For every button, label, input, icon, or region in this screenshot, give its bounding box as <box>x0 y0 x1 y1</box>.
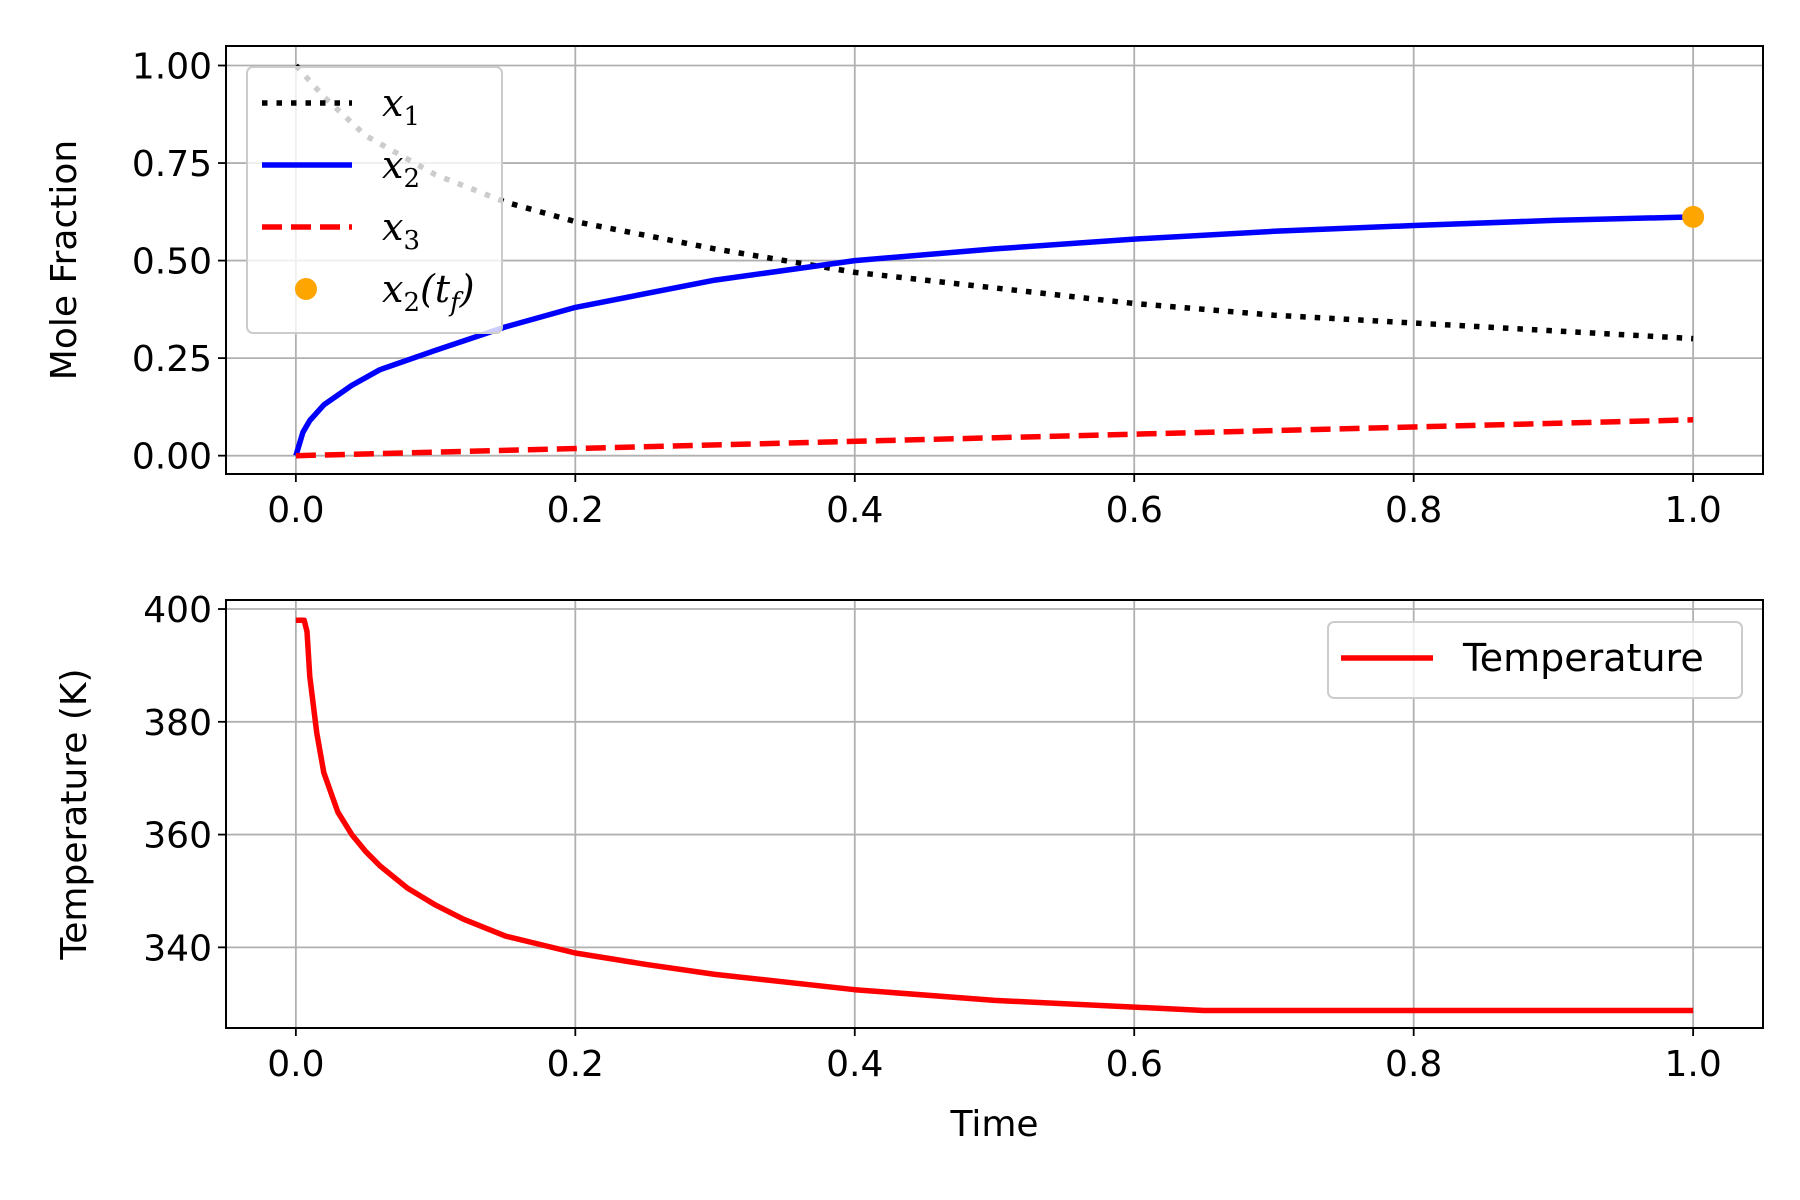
legend-label: Temperature <box>1462 636 1704 680</box>
x-tick-label: 0.6 <box>1106 1044 1163 1085</box>
x-tick-label: 0.8 <box>1385 490 1442 531</box>
x-tick-label: 0.0 <box>267 490 324 531</box>
x-tick-label: 0.2 <box>547 490 604 531</box>
series-line-Temperature <box>295 617 1694 1014</box>
y-tick-label: 1.00 <box>132 47 212 88</box>
y-tick-label: 400 <box>143 590 212 631</box>
y-axis-label: Temperature (K) <box>54 668 95 960</box>
y-tick-label: 0.00 <box>132 437 212 478</box>
x-axis-label: Time <box>949 1104 1038 1145</box>
x-tick-label: 0.6 <box>1106 490 1163 531</box>
legend-item-x1: x1 <box>262 81 420 132</box>
x-tick-label: 0.8 <box>1385 1044 1442 1085</box>
x-tick-label: 1.0 <box>1665 1044 1722 1085</box>
legend-label: x1 <box>382 81 420 132</box>
legend-box <box>1327 621 1743 699</box>
y-tick-label: 380 <box>143 703 212 744</box>
subplot-1: 0.0 0.2 0.4 0.6 0.8 1.0 0.00 0.25 0.50 0.75 1.00 Mo… <box>44 45 1764 531</box>
y-tick-label: 0.50 <box>132 242 212 283</box>
x-tick-label: 0.2 <box>547 1044 604 1085</box>
x-tick-label: 0.4 <box>826 1044 883 1085</box>
y-tick-label: 360 <box>143 816 212 857</box>
series-line-x3 <box>295 417 1694 459</box>
axes-frame <box>225 45 1764 475</box>
legend: x1 x2 x3 x2(tf) <box>246 66 503 334</box>
y-axis-label: Mole Fraction <box>44 140 85 380</box>
legend-label: x3 <box>382 205 420 256</box>
legend-label: x2(tf) <box>382 267 475 318</box>
y-tick-label: 0.25 <box>132 339 212 380</box>
legend-item-x3: x3 <box>262 205 420 256</box>
y-tick-label: 0.75 <box>132 144 212 185</box>
series-marker-x2(tf) <box>1682 205 1705 228</box>
series-line-x1 <box>293 63 1694 342</box>
axes-frame <box>225 599 1764 1029</box>
legend-marker-icon <box>295 278 317 300</box>
x-tick-label: 0.0 <box>267 1044 324 1085</box>
legend-item-x2(tf): x2(tf) <box>295 267 475 318</box>
series-line-x2 <box>293 214 1694 457</box>
subplot-2: 0.0 0.2 0.4 0.6 0.8 1.0 340 360 380 400 Time Temper… <box>54 590 1764 1145</box>
legend: Temperature <box>1327 621 1743 699</box>
x-tick-label: 1.0 <box>1665 490 1722 531</box>
legend-item-x2: x2 <box>262 143 420 194</box>
legend-label: x2 <box>382 143 420 194</box>
legend-box <box>246 66 503 334</box>
y-tick-label: 340 <box>143 928 212 969</box>
x-tick-label: 0.4 <box>826 490 883 531</box>
